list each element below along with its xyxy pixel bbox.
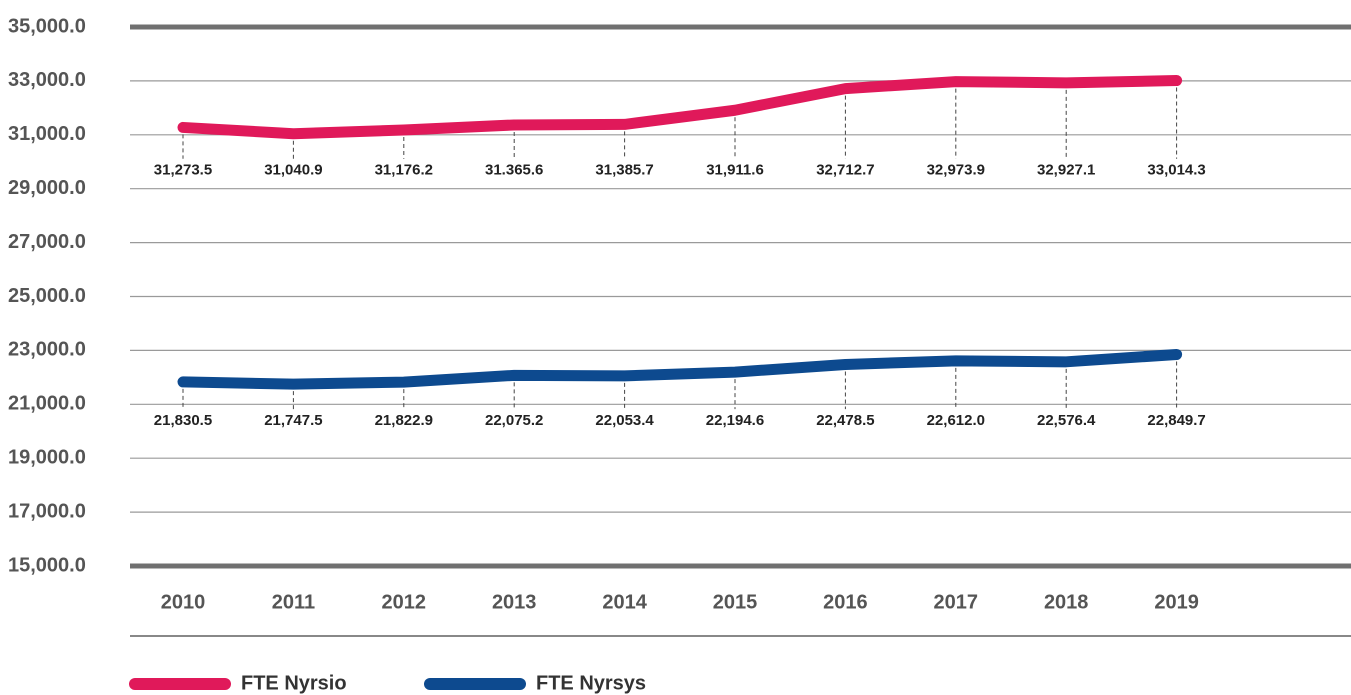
x-tick-label: 2016 — [823, 591, 868, 613]
data-label: 21,830.5 — [154, 412, 212, 429]
series-line — [177, 75, 1183, 140]
data-label: 32,927.1 — [1037, 162, 1095, 179]
y-tick-label: 27,000.0 — [8, 231, 86, 253]
x-tick-label: 2018 — [1044, 591, 1089, 613]
data-label: 32,973.9 — [927, 162, 985, 179]
x-tick-label: 2017 — [934, 591, 979, 613]
y-tick-label: 35,000.0 — [8, 15, 86, 37]
data-label: 33,014.3 — [1147, 162, 1205, 179]
data-label: 31,273.5 — [154, 162, 212, 179]
data-label: 21,822.9 — [375, 412, 433, 429]
data-label: 22,612.0 — [927, 412, 985, 429]
data-label: 22,194.6 — [706, 412, 764, 429]
y-tick-label: 33,000.0 — [8, 69, 86, 91]
data-label: 22,053.4 — [595, 412, 654, 429]
series-line — [177, 348, 1183, 390]
x-tick-label: 2019 — [1154, 591, 1199, 613]
y-tick-label: 25,000.0 — [8, 285, 86, 307]
data-label: 31,176.2 — [375, 162, 433, 179]
data-label: 21,747.5 — [264, 412, 322, 429]
y-tick-label: 17,000.0 — [8, 500, 86, 522]
data-label: 31,385.7 — [595, 162, 653, 179]
x-tick-label: 2010 — [161, 591, 206, 613]
y-tick-label: 19,000.0 — [8, 446, 86, 468]
data-label: 31,040.9 — [264, 162, 322, 179]
data-label: 32,712.7 — [816, 162, 874, 179]
x-tick-label: 2015 — [713, 591, 758, 613]
data-label: 22,478.5 — [816, 412, 874, 429]
x-tick-label: 2013 — [492, 591, 537, 613]
data-label: 31.365.6 — [485, 162, 543, 179]
data-label: 22,075.2 — [485, 412, 543, 429]
y-tick-label: 29,000.0 — [8, 177, 86, 199]
y-tick-label: 21,000.0 — [8, 393, 86, 415]
legend-label: FTE Nyrsys — [536, 672, 646, 694]
x-tick-label: 2011 — [272, 591, 315, 613]
y-tick-label: 31,000.0 — [8, 123, 86, 145]
data-label: 22,849.7 — [1147, 412, 1205, 429]
legend-label: FTE Nyrsio — [241, 672, 347, 694]
x-tick-label: 2014 — [602, 591, 647, 613]
y-tick-label: 15,000.0 — [8, 554, 86, 576]
data-label: 31,911.6 — [706, 162, 764, 179]
data-label: 22,576.4 — [1037, 412, 1096, 429]
x-tick-label: 2012 — [382, 591, 427, 613]
y-tick-label: 23,000.0 — [8, 339, 86, 361]
